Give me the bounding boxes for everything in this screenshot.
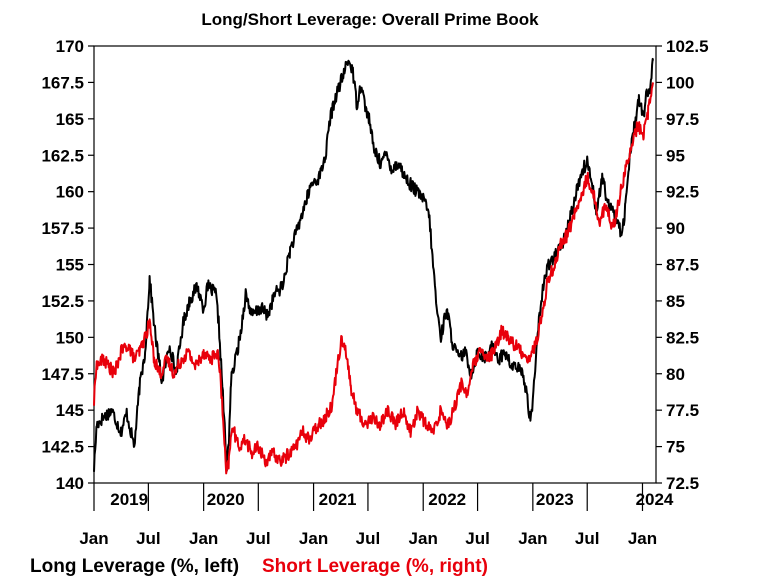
y-right-tick-label: 72.5 [666, 474, 699, 493]
series-line [93, 82, 654, 475]
series-layer [93, 57, 654, 475]
y-left-tick-label: 140 [56, 474, 84, 493]
y-right-tick-label: 97.5 [666, 110, 699, 129]
y-left-tick-label: 152.5 [41, 292, 84, 311]
y-left-tick-label: 167.5 [41, 73, 84, 92]
y-right-tick-label: 75 [666, 438, 685, 457]
y-right-tick-label: 100 [666, 73, 694, 92]
x-tick-label: Jan [299, 529, 328, 548]
y-left-tick-label: 142.5 [41, 438, 84, 457]
y-axis-right: 72.5 75 77.5 80 82.5 85 87.5 90 92.5 95 97.5 100 102… [656, 37, 709, 493]
y-left-tick-label: 170 [56, 37, 84, 56]
year-label: 2020 [207, 490, 245, 509]
x-tick-label: Jan [409, 529, 438, 548]
series-line [93, 57, 654, 472]
y-left-tick-label: 162.5 [41, 146, 84, 165]
year-label: 2022 [428, 490, 466, 509]
y-left-tick-label: 157.5 [41, 219, 84, 238]
y-left-tick-label: 160 [56, 183, 84, 202]
y-left-tick-label: 147.5 [41, 365, 84, 384]
legend-short: Short Leverage (%, right) [262, 556, 488, 577]
y-right-tick-label: 90 [666, 219, 685, 238]
y-right-tick-label: 92.5 [666, 183, 699, 202]
x-tick-label: Jul [465, 529, 490, 548]
y-left-tick-label: 150 [56, 328, 84, 347]
year-label: 2019 [110, 490, 148, 509]
y-right-tick-label: 87.5 [666, 256, 699, 275]
x-tick-label: Jan [518, 529, 547, 548]
y-right-tick-label: 77.5 [666, 401, 699, 420]
x-tick-label: Jul [575, 529, 600, 548]
year-label: 2021 [319, 490, 357, 509]
year-labels: 2019 2020 2021 2022 2023 2024 [110, 490, 674, 509]
x-tick-label: Jan [628, 529, 657, 548]
x-tick-label: Jul [136, 529, 161, 548]
x-tick-label: Jul [246, 529, 271, 548]
y-right-tick-label: 80 [666, 365, 685, 384]
legend: Long Leverage (%, left) Short Leverage (%… [30, 556, 488, 577]
legend-long: Long Leverage (%, left) [30, 556, 239, 577]
x-tick-label: Jan [79, 529, 108, 548]
y-axis-left: 140 142.5 145 147.5 150 152.5 155 157.5 160 162.5… [41, 37, 94, 493]
year-label: 2023 [536, 490, 574, 509]
x-tick-label: Jul [356, 529, 381, 548]
year-label: 2024 [636, 490, 674, 509]
y-left-tick-label: 145 [56, 401, 84, 420]
y-left-tick-label: 165 [56, 110, 84, 129]
y-right-tick-label: 82.5 [666, 328, 699, 347]
x-tick-label: Jan [189, 529, 218, 548]
x-axis: Jan Jul Jan Jul Jan Jul Jan Jul Jan Jul Jan [79, 483, 657, 548]
y-right-tick-label: 85 [666, 292, 685, 311]
y-right-tick-label: 102.5 [666, 37, 709, 56]
y-right-tick-label: 95 [666, 146, 685, 165]
y-left-tick-label: 155 [56, 256, 84, 275]
chart-title: Long/Short Leverage: Overall Prime Book [201, 10, 539, 29]
